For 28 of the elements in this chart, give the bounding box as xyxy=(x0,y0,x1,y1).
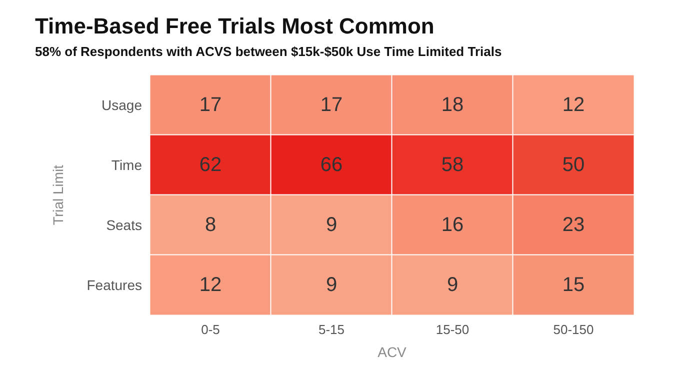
x-tick-label: 5-15 xyxy=(318,322,345,337)
y-axis-title: Trial Limit xyxy=(50,164,66,226)
data-label: 16 xyxy=(441,214,464,236)
y-tick-label: Time xyxy=(111,157,142,173)
data-label: 23 xyxy=(562,214,585,236)
data-label: 17 xyxy=(199,94,222,116)
x-tick-label: 50-150 xyxy=(553,322,594,337)
x-tick-label: 0-5 xyxy=(201,322,220,337)
data-label: 62 xyxy=(199,154,222,176)
data-label: 12 xyxy=(562,94,585,116)
data-label: 9 xyxy=(326,214,338,236)
data-label: 9 xyxy=(326,274,338,296)
data-label: 15 xyxy=(562,274,585,296)
data-label: 50 xyxy=(562,154,585,176)
data-label: 66 xyxy=(320,154,343,176)
x-tick-label: 15-50 xyxy=(436,322,470,337)
data-label: 18 xyxy=(441,94,464,116)
chart-title: Time-Based Free Trials Most Common xyxy=(35,14,434,38)
x-axis-title: ACV xyxy=(378,344,408,360)
data-label: 58 xyxy=(441,154,464,176)
y-tick-label: Seats xyxy=(106,217,142,233)
data-label: 9 xyxy=(446,274,458,296)
data-label: 8 xyxy=(204,214,216,236)
chart-subtitle: 58% of Respondents with ACVS between $15k-$50k Use Time Limited Trials xyxy=(35,44,502,59)
data-label: 17 xyxy=(320,94,343,116)
data-label: 12 xyxy=(199,274,222,296)
y-tick-label: Features xyxy=(86,277,142,293)
y-tick-label: Usage xyxy=(102,97,142,113)
